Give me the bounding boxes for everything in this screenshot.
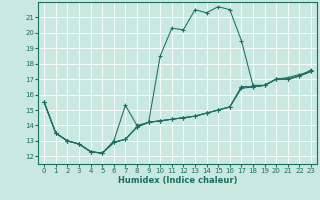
X-axis label: Humidex (Indice chaleur): Humidex (Indice chaleur) (118, 176, 237, 185)
